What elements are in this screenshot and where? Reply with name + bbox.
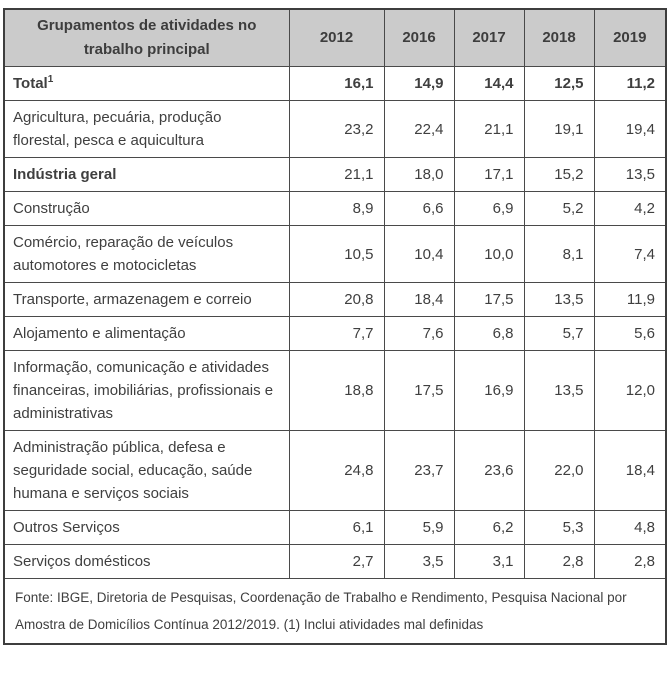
table-row: Outros Serviços 6,1 5,9 6,2 5,3 4,8 xyxy=(3,510,667,545)
value-cell: 13,5 xyxy=(523,350,595,431)
value-cell: 19,4 xyxy=(593,100,667,158)
table-row: Construção 8,9 6,6 6,9 5,2 4,2 xyxy=(3,191,667,226)
column-header-year-2017: 2017 xyxy=(453,8,525,67)
value-cell: 5,2 xyxy=(523,191,595,226)
value-cell: 21,1 xyxy=(453,100,525,158)
column-header-year-2012: 2012 xyxy=(288,8,385,67)
value-cell: 14,4 xyxy=(453,66,525,101)
value-cell: 18,4 xyxy=(383,282,455,317)
value-cell: 3,1 xyxy=(453,544,525,579)
value-cell: 7,4 xyxy=(593,225,667,283)
column-header-groupings: Grupamentos de atividades no trabalho pr… xyxy=(3,8,290,67)
header-row: Grupamentos de atividades no trabalho pr… xyxy=(3,8,667,67)
value-cell: 13,5 xyxy=(593,157,667,192)
table-header: Grupamentos de atividades no trabalho pr… xyxy=(3,8,667,67)
value-cell: 13,5 xyxy=(523,282,595,317)
value-cell: 4,2 xyxy=(593,191,667,226)
value-cell: 6,6 xyxy=(383,191,455,226)
value-cell: 6,1 xyxy=(288,510,385,545)
table-body: Total1 16,1 14,9 14,4 12,5 11,2 Agricultura, p… xyxy=(3,66,667,579)
row-label: Administração pública, defesa e segurida… xyxy=(3,430,290,511)
table-row: Transporte, armazenagem e correio 20,8 18,… xyxy=(3,282,667,317)
row-label: Indústria geral xyxy=(3,157,290,192)
table-row: Administração pública, defesa e segurida… xyxy=(3,430,667,511)
value-cell: 6,9 xyxy=(453,191,525,226)
value-cell: 5,7 xyxy=(523,316,595,351)
value-cell: 23,7 xyxy=(383,430,455,511)
table-row: Agricultura, pecuária, produção floresta… xyxy=(3,100,667,158)
value-cell: 6,2 xyxy=(453,510,525,545)
row-label: Construção xyxy=(3,191,290,226)
value-cell: 16,1 xyxy=(288,66,385,101)
value-cell: 11,9 xyxy=(593,282,667,317)
value-cell: 17,5 xyxy=(383,350,455,431)
value-cell: 10,5 xyxy=(288,225,385,283)
value-cell: 20,8 xyxy=(288,282,385,317)
value-cell: 6,8 xyxy=(453,316,525,351)
table-footer: Fonte: IBGE, Diretoria de Pesquisas, Coo… xyxy=(3,578,667,645)
value-cell: 23,2 xyxy=(288,100,385,158)
table-container: Grupamentos de atividades no trabalho pr… xyxy=(3,8,667,645)
table-row: Comércio, reparação de veículos automoto… xyxy=(3,225,667,283)
value-cell: 2,8 xyxy=(593,544,667,579)
value-cell: 24,8 xyxy=(288,430,385,511)
value-cell: 22,0 xyxy=(523,430,595,511)
value-cell: 5,3 xyxy=(523,510,595,545)
value-cell: 2,8 xyxy=(523,544,595,579)
value-cell: 19,1 xyxy=(523,100,595,158)
activities-table: Grupamentos de atividades no trabalho pr… xyxy=(3,8,667,645)
value-cell: 23,6 xyxy=(453,430,525,511)
value-cell: 17,5 xyxy=(453,282,525,317)
value-cell: 17,1 xyxy=(453,157,525,192)
value-cell: 5,9 xyxy=(383,510,455,545)
value-cell: 7,7 xyxy=(288,316,385,351)
value-cell: 16,9 xyxy=(453,350,525,431)
value-cell: 2,7 xyxy=(288,544,385,579)
row-label: Agricultura, pecuária, produção floresta… xyxy=(3,100,290,158)
row-label: Transporte, armazenagem e correio xyxy=(3,282,290,317)
row-label: Comércio, reparação de veículos automoto… xyxy=(3,225,290,283)
value-cell: 10,0 xyxy=(453,225,525,283)
row-label: Total1 xyxy=(3,66,290,101)
value-cell: 12,0 xyxy=(593,350,667,431)
value-cell: 11,2 xyxy=(593,66,667,101)
table-row: Total1 16,1 14,9 14,4 12,5 11,2 xyxy=(3,66,667,101)
footnote-marker: 1 xyxy=(47,74,54,85)
value-cell: 12,5 xyxy=(523,66,595,101)
column-header-year-2016: 2016 xyxy=(383,8,455,67)
value-cell: 15,2 xyxy=(523,157,595,192)
value-cell: 3,5 xyxy=(383,544,455,579)
value-cell: 4,8 xyxy=(593,510,667,545)
column-header-year-2019: 2019 xyxy=(593,8,667,67)
value-cell: 7,6 xyxy=(383,316,455,351)
value-cell: 18,8 xyxy=(288,350,385,431)
row-label: Informação, comunicação e atividades fin… xyxy=(3,350,290,431)
footnote-row: Fonte: IBGE, Diretoria de Pesquisas, Coo… xyxy=(3,578,667,645)
row-label: Outros Serviços xyxy=(3,510,290,545)
table-row: Alojamento e alimentação 7,7 7,6 6,8 5,7 5,6 xyxy=(3,316,667,351)
table-row: Indústria geral 21,1 18,0 17,1 15,2 13,5 xyxy=(3,157,667,192)
value-cell: 18,0 xyxy=(383,157,455,192)
row-label: Serviços domésticos xyxy=(3,544,290,579)
value-cell: 5,6 xyxy=(593,316,667,351)
value-cell: 14,9 xyxy=(383,66,455,101)
value-cell: 22,4 xyxy=(383,100,455,158)
column-header-year-2018: 2018 xyxy=(523,8,595,67)
value-cell: 21,1 xyxy=(288,157,385,192)
value-cell: 8,9 xyxy=(288,191,385,226)
value-cell: 8,1 xyxy=(523,225,595,283)
value-cell: 18,4 xyxy=(593,430,667,511)
table-footnote: Fonte: IBGE, Diretoria de Pesquisas, Coo… xyxy=(3,578,667,645)
table-row: Informação, comunicação e atividades fin… xyxy=(3,350,667,431)
value-cell: 10,4 xyxy=(383,225,455,283)
table-row: Serviços domésticos 2,7 3,5 3,1 2,8 2,8 xyxy=(3,544,667,579)
row-label: Alojamento e alimentação xyxy=(3,316,290,351)
